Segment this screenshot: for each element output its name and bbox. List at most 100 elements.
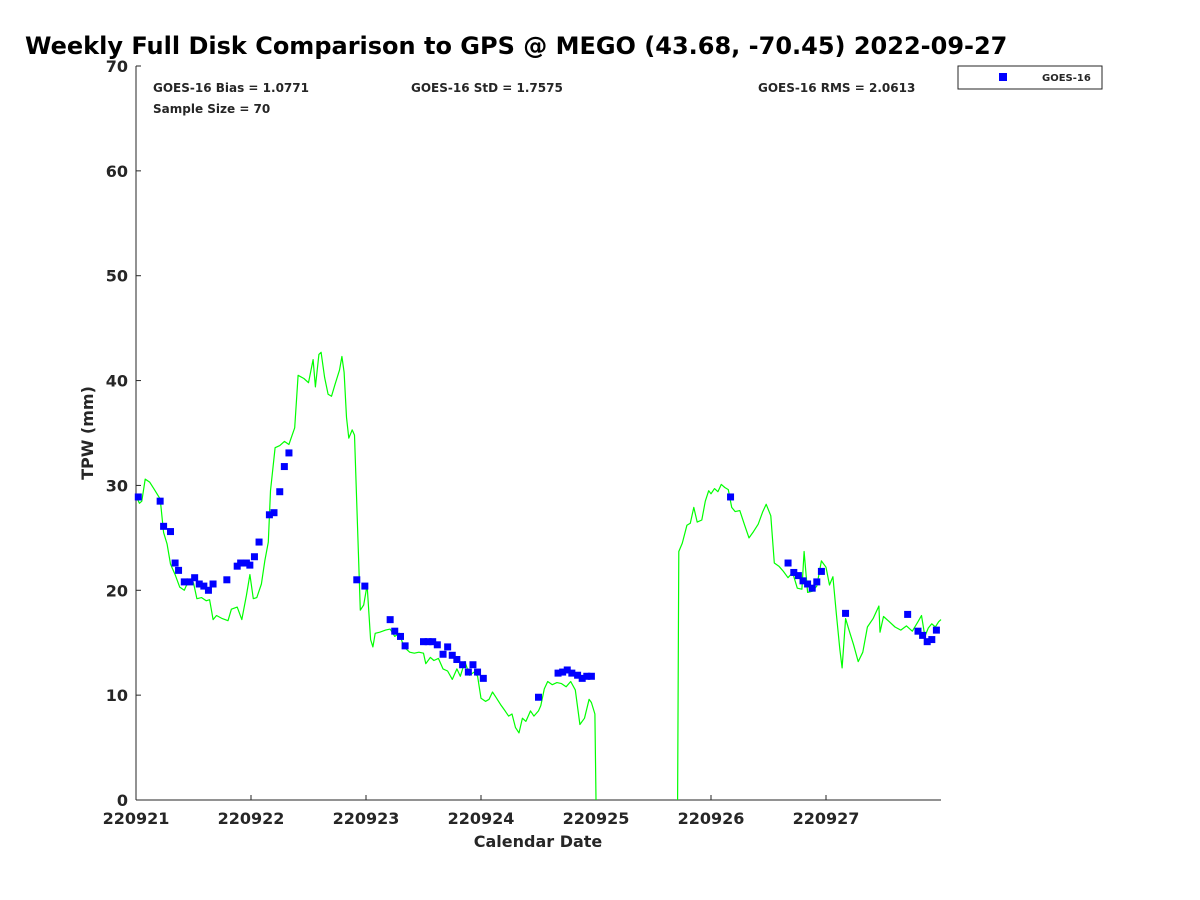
x-tick-label: 220926 [678,809,745,828]
goes-16-point [804,580,812,588]
plot-area [135,66,941,801]
goes-16-point [469,661,477,669]
goes-16-point [453,655,461,663]
chart-title: Weekly Full Disk Comparison to GPS @ MEG… [25,32,1007,60]
goes-16-point [568,669,576,677]
y-tick-label: 40 [106,372,128,391]
goes-16-point [397,632,404,640]
goes-16-point [156,497,164,505]
goes-16-point [479,674,487,682]
y-tick-label: 50 [106,267,128,286]
goes-16-point [200,582,208,590]
x-tick-label: 220923 [333,809,400,828]
goes-16-point [391,627,399,635]
goes-16-point [237,559,245,567]
goes-16-point [444,643,452,651]
goes-16-point [583,672,591,680]
sample-size-stat: Sample Size = 70 [153,102,270,116]
x-tick-label: 220927 [793,809,860,828]
x-axis-label: Calendar Date [474,832,603,851]
y-ticks: 0 10 20 30 40 50 60 70 [106,57,141,810]
goes-16-point [448,651,456,659]
goes-16-point [285,449,293,457]
x-tick-label: 220925 [563,809,630,828]
gps-series [135,351,942,801]
rms-stat: GOES-16 RMS = 2.0613 [758,81,915,95]
goes-16-point [842,609,850,617]
goes-16-point [180,578,188,586]
gps-line [676,483,942,801]
goes-16-point [919,631,927,639]
goes-16-point [255,538,263,546]
y-tick-label: 0 [117,791,128,810]
goes-16-point [250,553,258,561]
goes-16-point [167,528,174,536]
goes-16-point [265,511,273,519]
y-tick-label: 20 [106,581,128,600]
goes-16-point [727,493,735,501]
goes-16-point [574,671,582,679]
goes-16-point [464,668,472,676]
legend-label: GOES-16 [1042,73,1091,84]
goes-16-point [928,636,936,644]
goes-16-point [808,584,816,592]
goes-16-point [361,582,369,590]
goes-16-point [171,559,179,567]
goes-16-point [554,669,562,677]
goes-16-point [246,561,254,569]
goes-16-point [401,642,409,650]
goes-16-point [535,693,542,701]
goes-16-point [563,666,571,674]
goes-16-point [175,566,183,574]
goes-16-point [433,641,441,649]
goes-16-point [923,638,931,646]
bias-stat: GOES-16 Bias = 1.0771 [153,81,309,95]
x-tick-label: 220921 [103,809,170,828]
y-tick-label: 60 [106,162,128,181]
goes-16-point [784,559,792,567]
goes-16-point [160,522,168,530]
goes-16-point [186,578,194,586]
goes-16-point [559,668,567,676]
goes-16-point [459,661,467,669]
goes-16-point [904,610,912,618]
goes-16-point [209,580,217,588]
goes-16-point [223,576,231,584]
legend-box [957,65,1103,90]
x-ticks: 220921 220922 220923 220924 220925 220926 2209… [103,795,860,828]
goes-16-point [424,638,432,646]
legend-marker [999,73,1007,81]
goes-16-point [799,577,807,585]
goes-16-point [813,578,821,586]
gps-line [135,351,597,801]
x-tick-label: 220924 [448,809,515,828]
legend: GOES-16 [957,65,1103,90]
goes-16-point [914,627,922,635]
goes-16-point [270,509,278,517]
x-tick-label: 220922 [218,809,285,828]
goes-16-point [195,580,203,588]
y-axis-label: TPW (mm) [78,386,97,480]
y-tick-label: 30 [106,476,128,495]
goes-16-point [794,572,802,580]
goes-16-point [420,638,427,646]
goes-16-point [578,674,586,682]
goes-16-point [276,488,284,496]
goes-16-point [204,586,212,594]
y-tick-label: 10 [106,686,128,705]
goes-16-point [474,668,482,676]
goes-16-point [790,568,798,576]
y-tick-label: 70 [106,57,128,76]
goes-16-point [817,567,825,575]
goes-16-point [932,626,940,634]
goes-16-point [439,650,447,658]
goes-16-series [134,449,940,701]
goes-16-point [386,616,394,624]
goes-16-point [429,638,437,646]
goes-16-point [134,493,142,501]
goes-16-point [587,672,595,680]
goes-16-point [191,574,199,582]
goes-16-point [280,463,288,471]
goes-16-point [353,576,361,584]
